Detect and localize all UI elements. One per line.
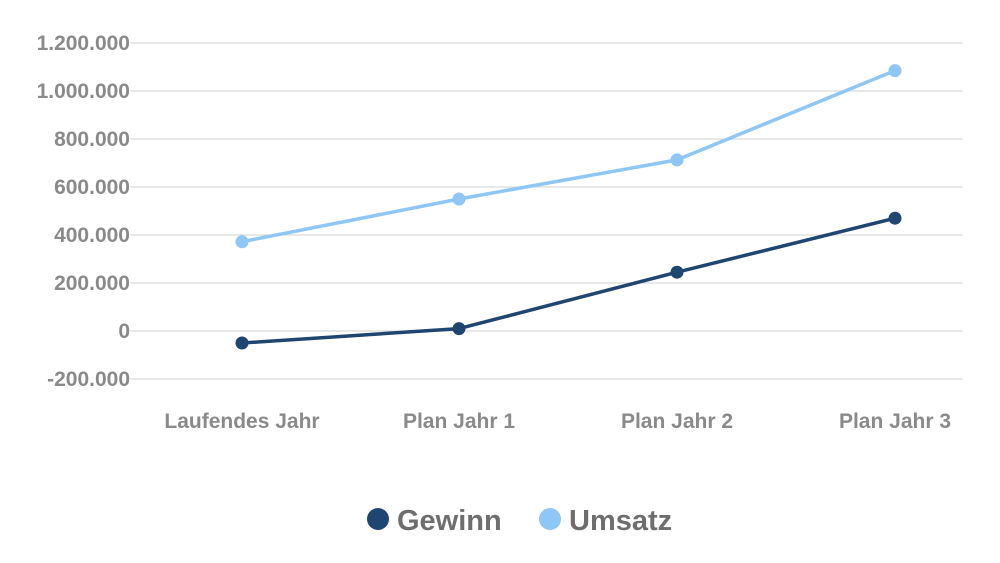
legend-label-umsatz: Umsatz	[569, 505, 672, 537]
y-tick-label: 1.000.000	[37, 80, 130, 103]
legend-marker-umsatz	[539, 508, 561, 530]
y-tick-label: 1.200.000	[37, 32, 130, 55]
x-tick-label: Plan Jahr 3	[839, 410, 951, 433]
data-point-umsatz	[452, 192, 466, 206]
x-axis-tick-labels: Laufendes Jahr Plan Jahr 1 Plan Jahr 2 Plan…	[164, 410, 951, 433]
data-point-umsatz	[670, 153, 684, 167]
data-point-umsatz	[235, 235, 249, 249]
data-point-gewinn	[452, 322, 466, 336]
x-tick-label: Plan Jahr 1	[403, 410, 515, 433]
data-point-gewinn	[888, 211, 902, 225]
series-line-umsatz	[240, 68, 897, 244]
y-tick-label: 400.000	[54, 224, 130, 247]
y-tick-label: -200.000	[47, 368, 130, 391]
data-point-umsatz	[888, 64, 902, 78]
series-line-gewinn	[240, 216, 897, 345]
x-tick-label: Plan Jahr 2	[621, 410, 733, 433]
data-point-gewinn	[235, 336, 249, 350]
x-tick-label: Laufendes Jahr	[164, 410, 319, 433]
series-lines	[235, 64, 902, 350]
legend-label-gewinn: Gewinn	[397, 505, 502, 537]
y-tick-label: 0	[118, 320, 130, 343]
y-tick-label: 200.000	[54, 272, 130, 295]
legend-marker-gewinn	[367, 508, 389, 530]
y-axis-tick-labels: 1.200.000 1.000.000 800.000 600.000 400.000 2…	[37, 32, 130, 391]
y-tick-label: 600.000	[54, 176, 130, 199]
data-point-gewinn	[670, 265, 684, 279]
y-tick-label: 800.000	[54, 128, 130, 151]
legend: Gewinn Umsatz	[367, 505, 672, 537]
